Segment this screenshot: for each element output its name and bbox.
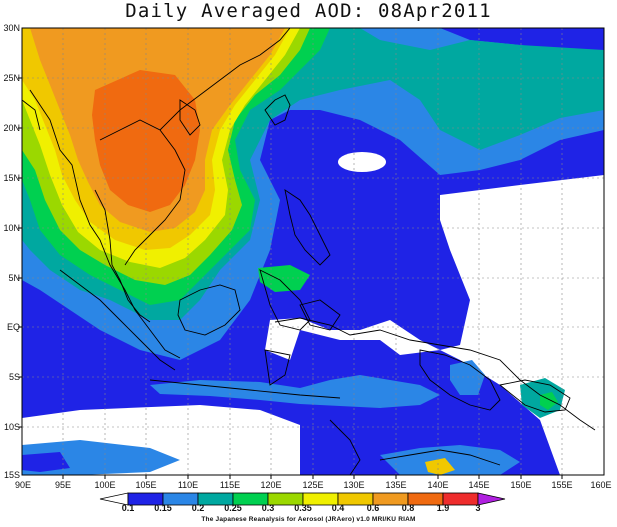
colorbar-label-0.4: 0.4: [331, 503, 345, 513]
aod-level-0.15-south: [150, 375, 440, 408]
colorbar-label-0.35: 0.35: [294, 503, 312, 513]
lon-label-140e: 140E: [427, 480, 449, 490]
lon-label-90e: 90E: [14, 480, 31, 490]
aod-patch-south-4: [380, 445, 520, 475]
lon-label-135e: 135E: [385, 480, 407, 490]
lon-label-110e: 110E: [177, 480, 199, 490]
aod-field: [22, 28, 604, 475]
lon-label-150e: 150E: [510, 480, 532, 490]
axis-ticks: [18, 77, 563, 479]
aod-patch-south-2: [540, 392, 558, 410]
coastlines: [22, 28, 596, 475]
colorbar-high-arrow: [477, 492, 506, 506]
lat-label-25n: 25N: [3, 73, 20, 83]
lon-label-95e: 95E: [54, 480, 71, 490]
lat-label-10n: 10N: [3, 223, 20, 233]
lon-label-145e: 145E: [468, 480, 490, 490]
colorbar-label-1.9: 1.9: [436, 503, 450, 513]
graticule: [22, 28, 604, 475]
colorbar-label-0.2: 0.2: [191, 503, 205, 513]
lat-label-5n: 5N: [8, 273, 20, 283]
aod-patch-south-5: [425, 458, 455, 475]
lat-label-5s: 5S: [8, 372, 20, 382]
lat-label-15n: 15N: [3, 173, 20, 183]
data-credit: The Japanese Reanalysis for Aerosol (JRA…: [201, 516, 416, 523]
lon-label-100e: 100E: [94, 480, 116, 490]
colorbar-label-0.25: 0.25: [224, 503, 242, 513]
colorbar-label-0.3: 0.3: [261, 503, 275, 513]
aod-patch-south-7: [22, 452, 70, 472]
lat-label-15s: 15S: [3, 470, 20, 480]
lon-label-125e: 125E: [302, 480, 324, 490]
lon-label-115e: 115E: [219, 480, 241, 490]
lat-label-30n: 30N: [3, 23, 20, 33]
map-title: Daily Averaged AOD: 08Apr2011: [125, 0, 492, 22]
clear-patch-pacific: [338, 152, 386, 172]
lat-label-20n: 20N: [3, 123, 20, 133]
lon-label-155e: 155E: [551, 480, 573, 490]
lat-label-10s: 10S: [3, 422, 20, 432]
lon-label-105e: 105E: [135, 480, 157, 490]
aod-patch-south-3: [450, 360, 485, 395]
colorbar-label-0.8: 0.8: [401, 503, 415, 513]
colorbar-label-0.6: 0.6: [366, 503, 380, 513]
colorbar-label-0.1: 0.1: [121, 503, 135, 513]
lon-label-130e: 130E: [343, 480, 365, 490]
lon-label-160e: 160E: [590, 480, 612, 490]
aod-level-0.8: [92, 70, 200, 212]
colorbar: [99, 492, 506, 506]
colorbar-label-3: 3: [475, 503, 481, 513]
aod-level-0.25-south: [258, 265, 310, 292]
lon-label-120e: 120E: [260, 480, 282, 490]
colorbar-label-0.15: 0.15: [154, 503, 172, 513]
lat-label-eq: EQ: [6, 322, 20, 332]
